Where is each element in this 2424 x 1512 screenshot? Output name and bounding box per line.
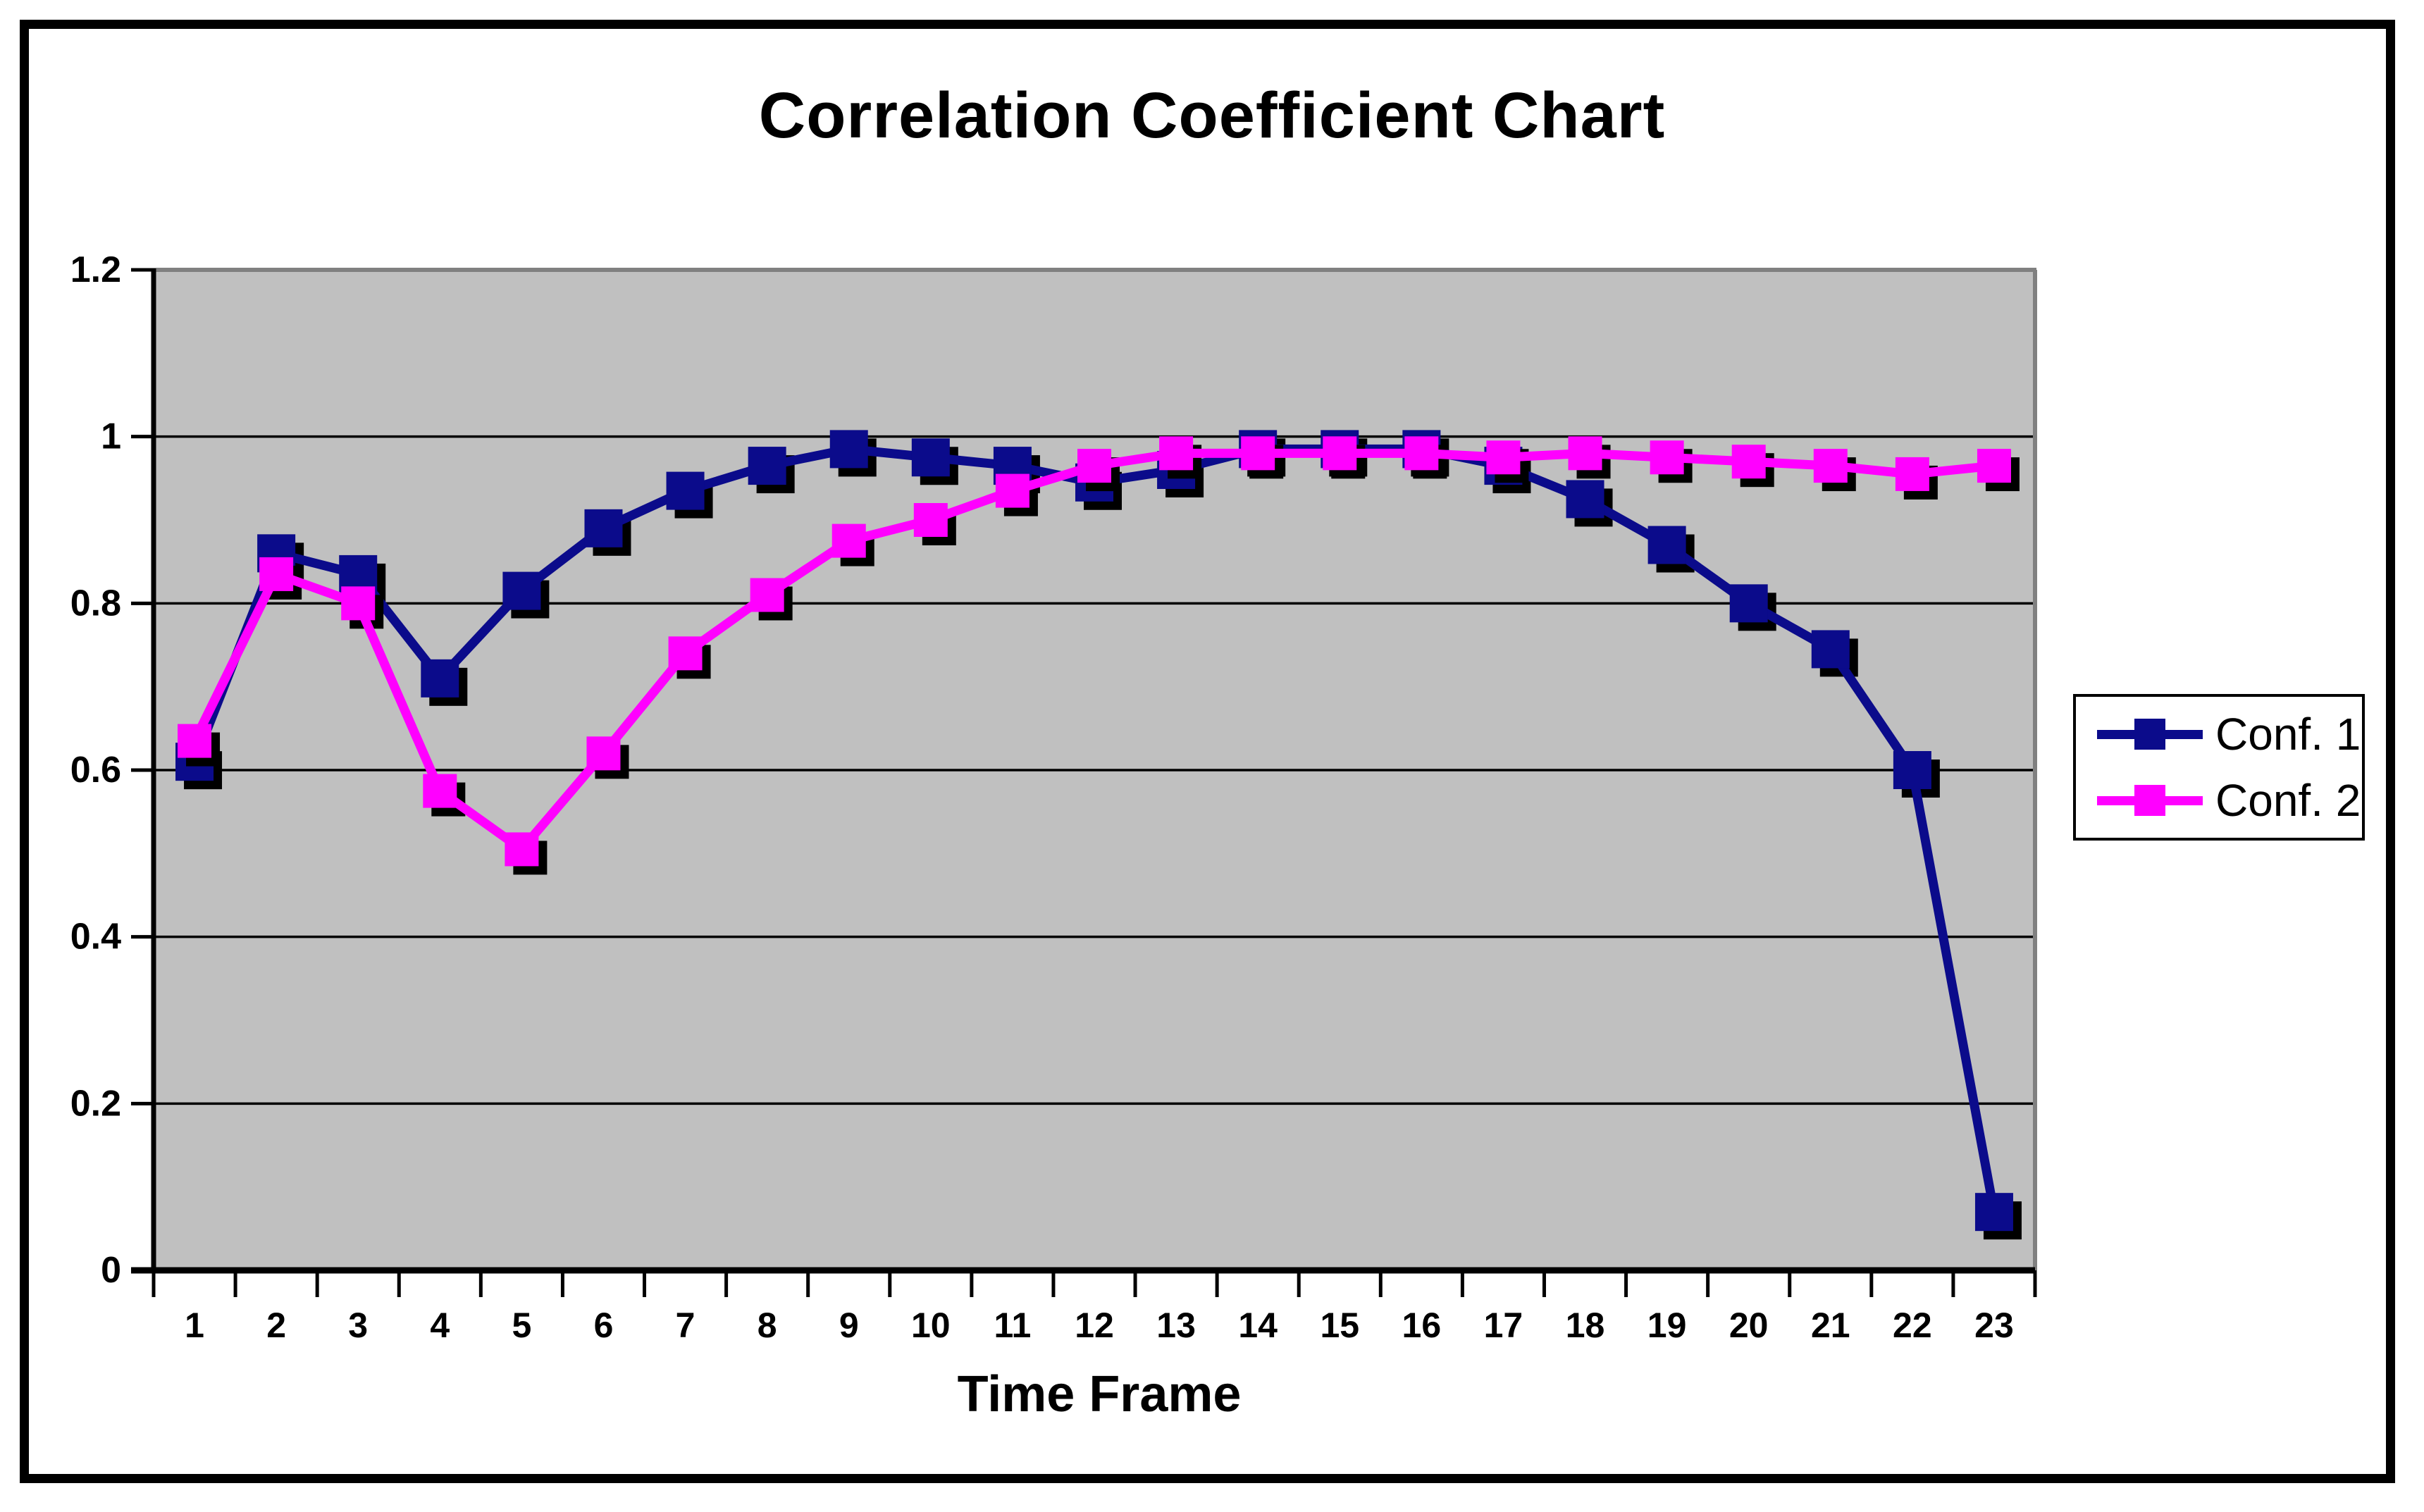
marker-Conf1-6 <box>584 509 623 547</box>
x-tick-label-20: 20 <box>1729 1306 1769 1345</box>
marker-Conf2-11 <box>995 473 1029 508</box>
marker-Conf1-19 <box>1647 526 1686 564</box>
marker-Conf1-8 <box>748 447 786 485</box>
x-tick-label-13: 13 <box>1156 1306 1196 1345</box>
marker-Conf2-20 <box>1731 445 1766 479</box>
marker-Conf2-3 <box>341 586 376 621</box>
marker-Conf2-6 <box>586 736 621 771</box>
marker-Conf2-16 <box>1404 436 1439 471</box>
y-tick-label-0.6: 0.6 <box>70 750 121 791</box>
marker-Conf1-22 <box>1893 751 1931 789</box>
marker-Conf2-8 <box>750 578 784 612</box>
x-tick-label-8: 8 <box>758 1306 777 1345</box>
marker-Conf2-2 <box>259 557 294 591</box>
y-tick-label-0.2: 0.2 <box>70 1083 121 1124</box>
y-tick-label-0: 0 <box>101 1250 121 1291</box>
legend-label-conf1: Conf. 1 <box>2215 709 2361 760</box>
legend-label-conf2: Conf. 2 <box>2215 775 2361 826</box>
chart-title: Correlation Coefficient Chart <box>758 80 1666 151</box>
x-tick-label-23: 23 <box>1974 1306 2014 1345</box>
marker-Conf2-14 <box>1241 436 1275 471</box>
marker-Conf2-9 <box>831 523 866 558</box>
marker-Conf2-5 <box>505 832 539 867</box>
marker-Conf1-9 <box>829 430 868 469</box>
marker-Conf2-13 <box>1159 436 1194 471</box>
x-tick-label-15: 15 <box>1320 1306 1359 1345</box>
marker-Conf2-10 <box>913 503 948 537</box>
x-tick-label-16: 16 <box>1402 1306 1442 1345</box>
y-tick-label-1.2: 1.2 <box>70 249 121 290</box>
marker-Conf2-15 <box>1323 436 1357 471</box>
legend-item-conf1: Conf. 1 <box>2097 712 2362 757</box>
marker-Conf1-5 <box>502 571 541 610</box>
x-tick-label-6: 6 <box>594 1306 614 1345</box>
x-tick-label-7: 7 <box>676 1306 695 1345</box>
marker-Conf2-19 <box>1650 440 1684 475</box>
x-tick-label-14: 14 <box>1238 1306 1278 1345</box>
x-tick-label-11: 11 <box>994 1306 1031 1345</box>
y-tick-label-0.8: 0.8 <box>70 583 121 624</box>
marker-Conf2-22 <box>1895 457 1929 491</box>
x-tick-label-18: 18 <box>1566 1306 1605 1345</box>
marker-Conf1-23 <box>1974 1193 2013 1232</box>
x-tick-label-12: 12 <box>1075 1306 1114 1345</box>
x-tick-label-9: 9 <box>839 1306 859 1345</box>
marker-Conf2-18 <box>1568 436 1602 471</box>
legend: Conf. 1 Conf. 2 <box>2073 694 2365 841</box>
marker-Conf2-17 <box>1486 440 1521 475</box>
marker-Conf2-4 <box>423 774 457 808</box>
marker-Conf1-10 <box>911 438 950 477</box>
marker-Conf1-7 <box>666 471 705 510</box>
marker-Conf2-23 <box>1977 449 2011 483</box>
x-tick-label-2: 2 <box>266 1306 286 1345</box>
x-tick-label-4: 4 <box>430 1306 450 1345</box>
legend-item-conf2: Conf. 2 <box>2097 778 2362 823</box>
marker-Conf2-12 <box>1077 449 1111 483</box>
x-tick-label-1: 1 <box>185 1306 204 1345</box>
x-axis-title: Time Frame <box>957 1366 1242 1423</box>
x-tick-label-19: 19 <box>1647 1306 1687 1345</box>
marker-Conf2-7 <box>668 636 703 671</box>
conf1-square-swatch <box>2134 719 2165 750</box>
marker-Conf2-21 <box>1813 449 1848 483</box>
x-tick-label-22: 22 <box>1893 1306 1932 1345</box>
marker-Conf1-21 <box>1811 630 1850 669</box>
x-tick-label-10: 10 <box>911 1306 951 1345</box>
conf1-marker-icon <box>2097 714 2203 754</box>
conf2-square-swatch <box>2134 785 2165 816</box>
conf2-marker-icon <box>2097 781 2203 820</box>
y-tick-label-0.4: 0.4 <box>70 917 121 958</box>
x-tick-label-17: 17 <box>1484 1306 1523 1345</box>
y-tick-label-1: 1 <box>101 416 121 457</box>
x-tick-label-21: 21 <box>1811 1306 1850 1345</box>
marker-Conf1-20 <box>1729 584 1768 623</box>
marker-Conf1-4 <box>421 659 459 698</box>
marker-Conf1-18 <box>1566 480 1604 519</box>
marker-Conf2-1 <box>178 724 212 758</box>
x-tick-label-5: 5 <box>512 1306 531 1345</box>
x-tick-label-3: 3 <box>348 1306 368 1345</box>
